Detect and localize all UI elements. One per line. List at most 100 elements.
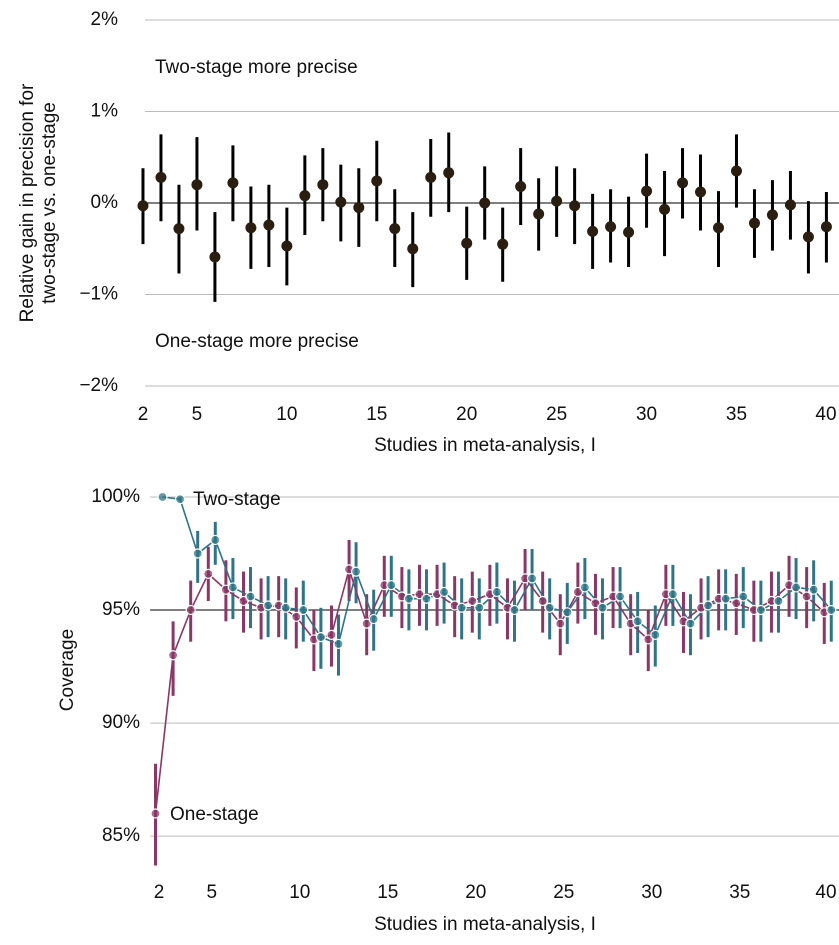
point <box>713 222 725 234</box>
point <box>174 494 186 505</box>
point <box>801 591 812 602</box>
point <box>263 219 275 231</box>
point <box>245 222 257 234</box>
y-tick-label: 95% <box>102 599 140 620</box>
y-tick-label: 85% <box>102 825 140 846</box>
series-label: One-stage <box>170 804 259 825</box>
y-axis-label: two-stage vs. one-stage <box>39 102 60 304</box>
x-axis-label: Studies in meta-analysis, I <box>374 435 596 456</box>
point <box>820 221 832 233</box>
point <box>137 200 149 212</box>
point <box>227 582 238 593</box>
point <box>386 580 397 591</box>
annotation: One-stage more precise <box>155 331 359 352</box>
point <box>407 243 419 255</box>
point <box>425 171 437 183</box>
point <box>808 584 819 595</box>
point <box>544 602 555 613</box>
x-tick-label: 2 <box>154 882 165 903</box>
point <box>623 226 635 238</box>
x-tick-label: 10 <box>289 882 310 903</box>
point <box>730 165 742 177</box>
point <box>335 196 347 208</box>
point <box>353 202 365 214</box>
x-tick-label: 10 <box>276 404 297 425</box>
point <box>526 573 538 584</box>
point <box>515 181 527 193</box>
point <box>826 604 837 616</box>
point <box>210 534 221 546</box>
point <box>467 595 478 607</box>
point <box>766 209 778 221</box>
x-tick-label: 15 <box>366 404 387 425</box>
y-axis-label: Coverage <box>57 629 78 711</box>
series-label: Two-stage <box>193 489 281 510</box>
point <box>157 491 168 503</box>
point <box>298 604 309 616</box>
point <box>350 566 362 577</box>
point <box>333 638 344 650</box>
y-tick-label: 2% <box>91 9 119 30</box>
x-tick-label: 25 <box>546 404 567 425</box>
point <box>203 568 214 579</box>
point <box>185 604 196 616</box>
x-tick-label: 25 <box>553 882 574 903</box>
point <box>389 223 401 235</box>
point <box>632 616 643 627</box>
point <box>738 591 749 602</box>
point <box>192 548 203 559</box>
y-axis-label: Relative gain in precision for <box>17 83 38 322</box>
point <box>227 177 239 189</box>
point <box>659 203 671 215</box>
point <box>802 231 814 243</box>
point <box>299 190 311 202</box>
point <box>414 589 425 600</box>
x-tick-label: 5 <box>192 404 203 425</box>
point <box>562 607 573 618</box>
point <box>479 197 491 209</box>
point <box>280 602 291 613</box>
x-tick-label: 35 <box>729 882 750 903</box>
point <box>667 589 678 600</box>
point <box>167 650 179 661</box>
point <box>173 223 185 235</box>
point <box>456 602 467 613</box>
y-tick-label: 1% <box>91 101 119 122</box>
point <box>695 186 707 198</box>
point <box>572 586 583 598</box>
annotation: Two-stage more precise <box>155 57 358 78</box>
point <box>643 634 654 645</box>
point <box>790 582 802 593</box>
point <box>368 613 379 625</box>
point <box>597 602 608 613</box>
point <box>605 221 617 233</box>
point <box>421 593 432 604</box>
point <box>497 238 509 250</box>
point <box>569 200 581 212</box>
point <box>551 195 563 207</box>
y-tick-label: −1% <box>79 284 118 305</box>
point <box>702 600 714 611</box>
point <box>315 632 326 643</box>
point <box>209 251 221 263</box>
point <box>614 591 626 602</box>
point <box>720 593 731 604</box>
point <box>317 179 329 191</box>
point <box>474 602 485 613</box>
point <box>537 595 548 607</box>
x-tick-label: 35 <box>726 404 747 425</box>
point <box>590 598 601 609</box>
y-tick-label: 100% <box>91 486 140 507</box>
point <box>191 179 203 191</box>
x-tick-label: 40 <box>815 404 836 425</box>
y-tick-label: −2% <box>79 375 118 396</box>
point <box>533 208 545 220</box>
point <box>155 171 167 183</box>
x-tick-label: 5 <box>207 882 218 903</box>
point <box>641 185 653 197</box>
point <box>461 237 473 249</box>
point <box>403 593 414 604</box>
point <box>491 586 502 598</box>
x-tick-label: 15 <box>377 882 398 903</box>
